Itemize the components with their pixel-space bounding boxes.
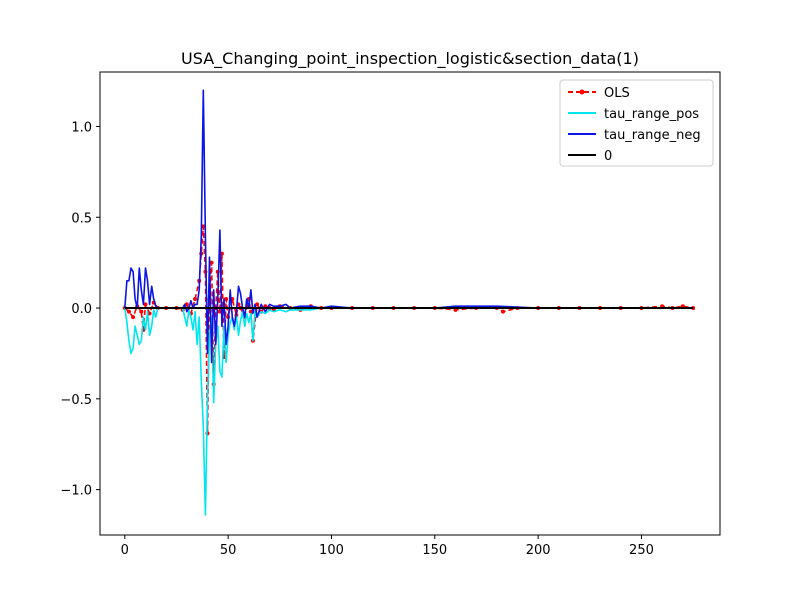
x-axis: 0 50 100 150 200 250 [121, 535, 654, 558]
y-tick-label: 1.0 [71, 120, 92, 135]
ols-point [147, 311, 152, 316]
x-tick-label: 200 [526, 543, 551, 558]
chart-title: USA_Changing_point_inspection_logistic&s… [181, 49, 639, 69]
ols-point [131, 315, 136, 320]
y-tick-label: 0.5 [71, 211, 92, 226]
ols-point [193, 296, 198, 301]
ols-point [255, 302, 260, 307]
x-tick-label: 100 [319, 543, 344, 558]
legend-marker [579, 89, 585, 95]
ols-point [201, 224, 206, 229]
y-axis: −1.0 −0.5 0.0 0.5 1.0 [60, 120, 100, 499]
ols-point [143, 302, 148, 307]
y-tick-label: 0.0 [71, 302, 92, 317]
legend: OLS tau_range_pos tau_range_neg 0 [559, 79, 714, 167]
x-tick-label: 50 [220, 543, 237, 558]
series-line-tau-range-pos [124, 307, 689, 516]
legend-label: 0 [604, 149, 612, 164]
y-tick-label: −0.5 [60, 393, 92, 408]
plot-area [99, 71, 721, 536]
legend-label: tau_range_neg [604, 128, 701, 143]
ols-point [224, 296, 229, 301]
series-layer [122, 89, 696, 516]
ols-point [209, 260, 214, 265]
ols-point [139, 309, 144, 314]
legend-box [559, 79, 714, 167]
x-tick-label: 150 [422, 543, 447, 558]
ols-point [126, 309, 131, 314]
x-tick-label: 0 [121, 543, 129, 558]
legend-label: OLS [604, 86, 630, 101]
y-tick-label: −1.0 [60, 484, 92, 499]
x-tick-label: 250 [629, 543, 654, 558]
ols-point [501, 309, 505, 314]
legend-label: tau_range_pos [604, 107, 699, 122]
